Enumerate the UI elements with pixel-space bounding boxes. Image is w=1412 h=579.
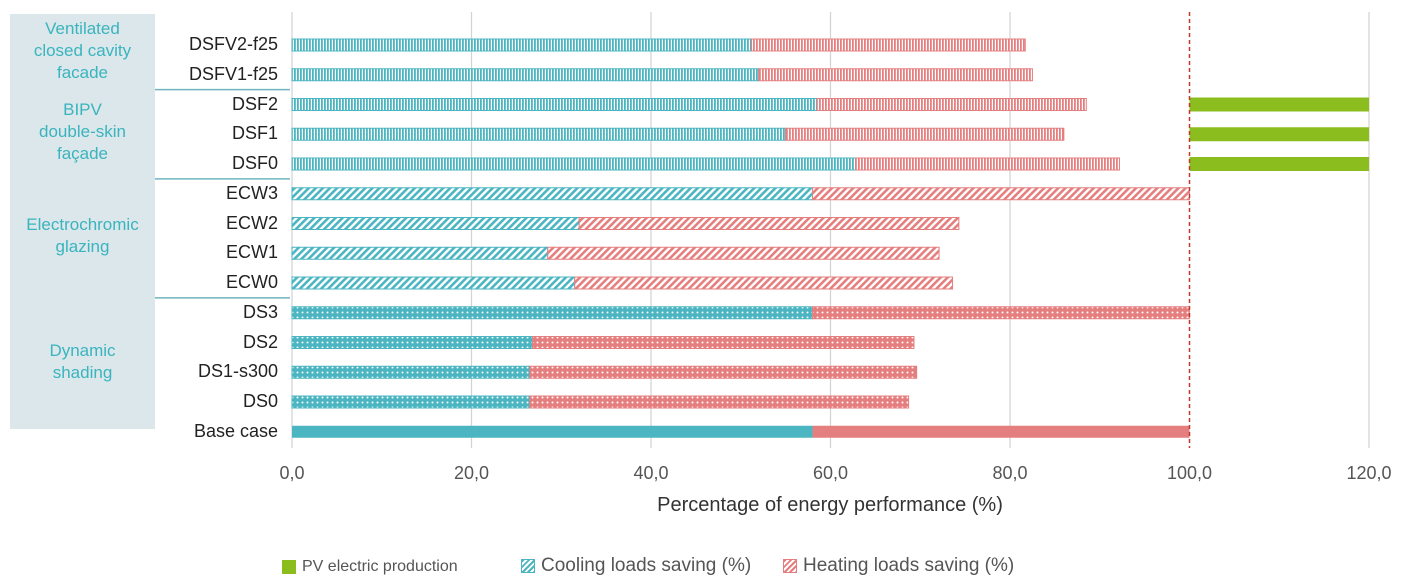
legend-item: PV electric production (282, 558, 458, 576)
category-label: DS3 (242, 301, 278, 322)
x-axis-label: Percentage of energy performance (%) (657, 494, 1003, 516)
bar-heating-ds3 (812, 306, 1190, 320)
bar-cooling-ds1-s300 (291, 365, 531, 379)
category-label: DSF0 (231, 153, 278, 173)
bar-pv-dsf0 (1189, 157, 1369, 171)
group-label: BIPV double-skin façade (39, 100, 126, 164)
category-label: ECW2 (225, 212, 278, 233)
bar-cooling-base-case (292, 425, 813, 438)
category-label: ECW3 (225, 182, 278, 203)
group-box-3: Electrochromic glazing (10, 176, 155, 296)
category-label: DSF2 (231, 93, 278, 114)
bar-cooling-ecw0 (291, 276, 576, 290)
bar-heating-ecw2 (578, 217, 960, 230)
category-label: Base case (193, 420, 278, 441)
bar-cooling-ds0 (291, 395, 531, 409)
x-tick-label: 0,0 (279, 463, 305, 483)
group-box-4: Dynamic shading (10, 295, 155, 429)
bar-heating-dsf2 (816, 98, 1087, 111)
x-tick-label: 100,0 (1166, 463, 1213, 483)
bar-cooling-dsfv1-f25 (291, 68, 760, 82)
bar-cooling-ecw2 (291, 217, 580, 230)
bar-cooling-dsf2 (291, 98, 818, 111)
bar-cooling-ds3 (291, 306, 814, 320)
bar-heating-ds1-s300 (529, 365, 918, 379)
bars (291, 38, 1369, 438)
bar-pv-dsf1 (1189, 127, 1369, 142)
x-tick-label: 40,0 (633, 463, 669, 483)
group-box-2: BIPV double-skin façade (10, 87, 155, 177)
x-tick-label: 60,0 (812, 463, 849, 483)
category-label: DS1-s300 (197, 361, 278, 382)
category-label: DS2 (242, 331, 278, 352)
bar-heating-ecw0 (574, 276, 954, 290)
category-label: ECW0 (225, 272, 278, 292)
bar-pv-dsf2 (1189, 97, 1369, 112)
category-label: DS0 (242, 391, 278, 411)
legend-label: Heating loads saving (%) (803, 555, 1015, 576)
category-label: DSFV1-f25 (188, 63, 278, 84)
bar-heating-ds2 (532, 336, 915, 349)
category-label: ECW1 (225, 242, 278, 263)
legend-label: Cooling loads saving (%) (541, 555, 752, 576)
category-label: DSFV2-f25 (188, 34, 278, 54)
bar-heating-dsfv1-f25 (758, 68, 1033, 82)
bar-heating-dsf1 (785, 127, 1065, 141)
legend-item: Heating loads saving (%) (783, 555, 1014, 577)
legend-label: PV electric production (302, 558, 458, 575)
x-tick-label: 120,0 (1346, 463, 1392, 483)
bar-heating-base-case (812, 425, 1190, 438)
bar-cooling-dsf1 (291, 127, 787, 141)
group-label: Electrochromic glazing (26, 215, 139, 257)
legend-swatch (521, 559, 535, 573)
group-box-1: Ventilated closed cavity facade (10, 14, 155, 88)
bar-cooling-ecw1 (291, 246, 549, 260)
bar-heating-dsf0 (855, 157, 1120, 171)
legend-swatch (282, 560, 296, 574)
group-label: Ventilated closed cavity facade (33, 18, 132, 82)
bar-heating-ds0 (529, 395, 910, 409)
bar-heating-ecw1 (547, 246, 940, 260)
legend-item: Cooling loads saving (%) (521, 555, 751, 577)
bar-cooling-dsfv2-f25 (291, 38, 753, 52)
bar-heating-dsfv2-f25 (751, 38, 1026, 52)
bar-cooling-ds2 (291, 336, 534, 349)
bar-cooling-ecw3 (291, 187, 814, 201)
bar-heating-ecw3 (812, 187, 1190, 201)
x-tick-label: 80,0 (992, 463, 1028, 483)
legend-swatch (783, 559, 797, 573)
group-label: Dynamic shading (49, 341, 116, 383)
bar-cooling-dsf0 (291, 157, 857, 171)
x-tick-label: 20,0 (453, 463, 490, 483)
category-label: DSF1 (231, 123, 278, 144)
